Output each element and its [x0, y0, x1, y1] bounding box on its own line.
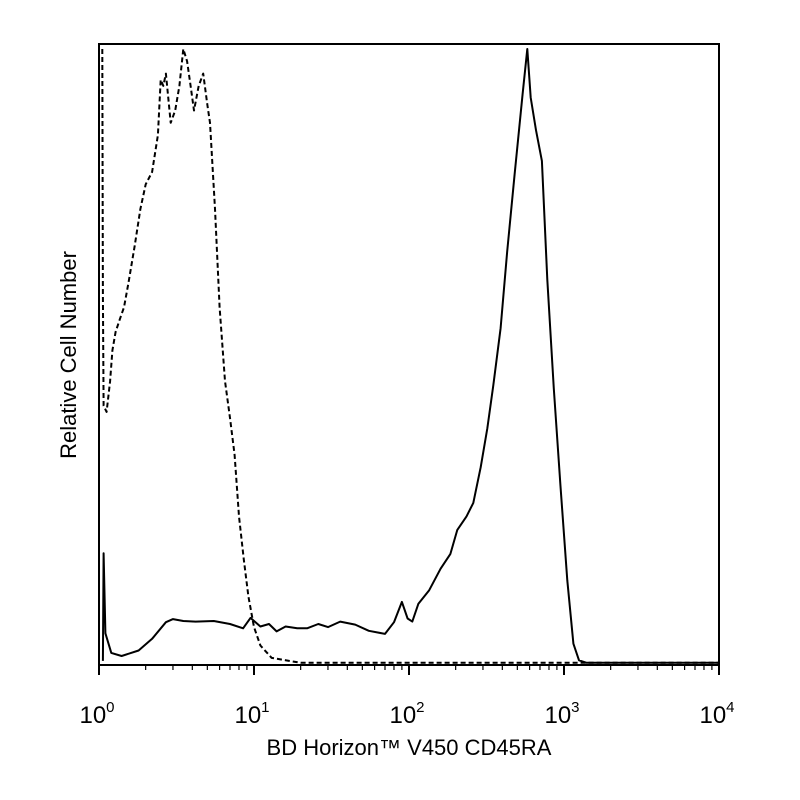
histogram-series-solid — [101, 48, 719, 664]
x-tick-label: 103 — [544, 699, 579, 729]
x-tick-labels: 100 101 102 103 104 — [79, 699, 734, 729]
x-axis-label: BD Horizon™ V450 CD45RA — [267, 735, 552, 760]
plot-frame — [98, 43, 720, 666]
histogram-series-dashed — [101, 48, 719, 664]
x-ticks — [98, 665, 720, 675]
y-axis-label: Relative Cell Number — [56, 251, 81, 459]
x-tick-label: 104 — [699, 699, 734, 729]
x-tick-label: 101 — [234, 699, 269, 729]
series-layer — [101, 48, 719, 664]
x-tick-label: 100 — [79, 699, 114, 729]
x-tick-label: 102 — [389, 699, 424, 729]
